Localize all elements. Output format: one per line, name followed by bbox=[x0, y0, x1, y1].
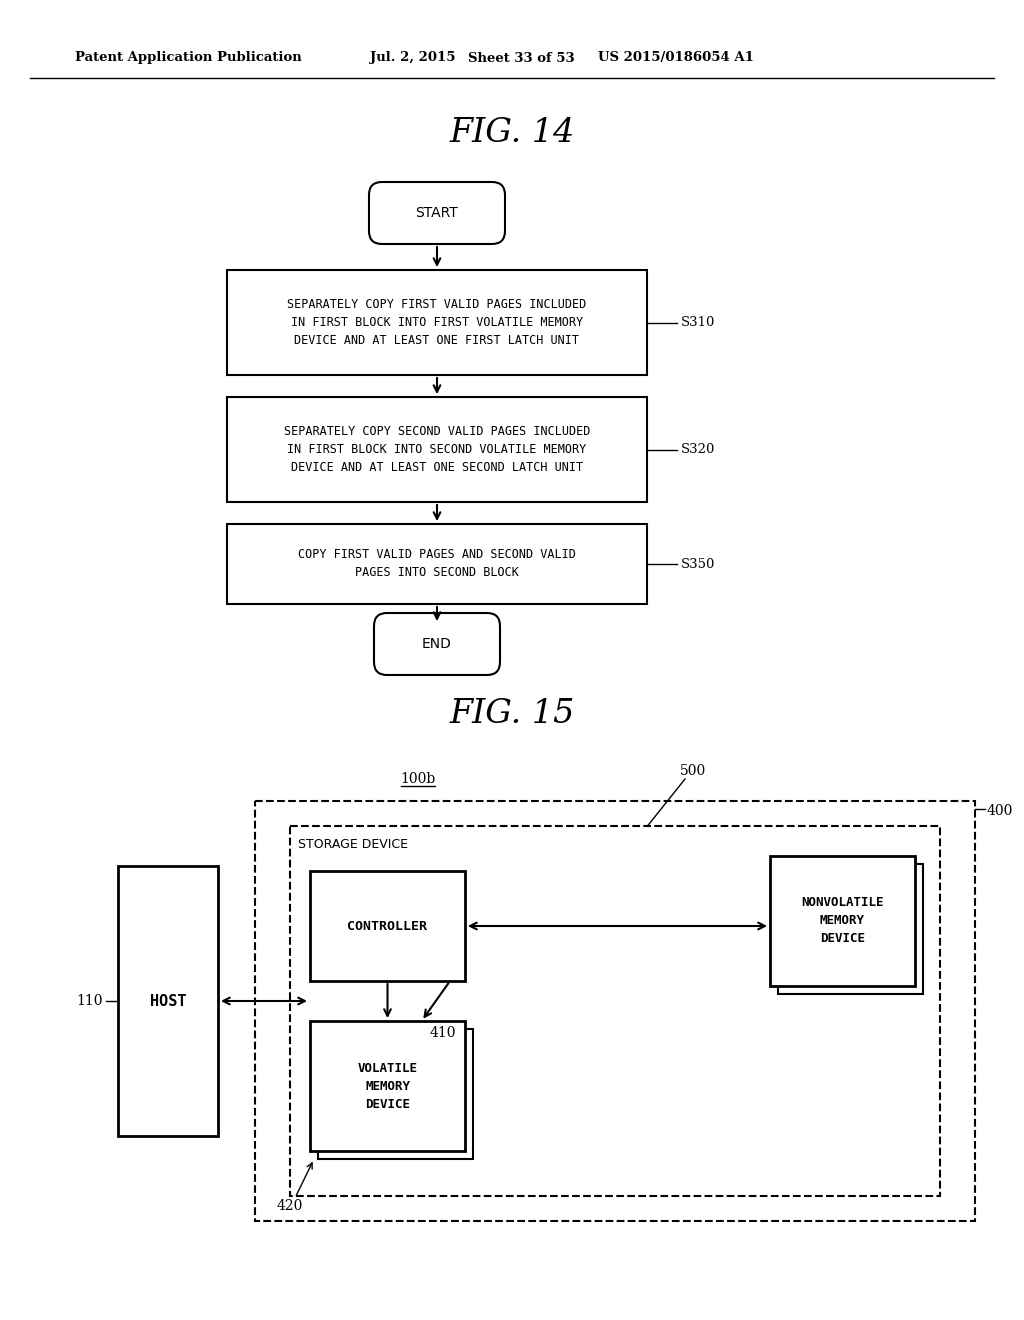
Text: 410: 410 bbox=[430, 1026, 456, 1040]
FancyBboxPatch shape bbox=[369, 182, 505, 244]
Text: 400: 400 bbox=[987, 804, 1014, 818]
Text: SEPARATELY COPY SECOND VALID PAGES INCLUDED
IN FIRST BLOCK INTO SECOND VOLATILE : SEPARATELY COPY SECOND VALID PAGES INCLU… bbox=[284, 425, 590, 474]
Text: S310: S310 bbox=[681, 315, 716, 329]
Bar bbox=[290, 826, 940, 1196]
Bar bbox=[255, 801, 975, 1221]
Bar bbox=[227, 397, 647, 502]
Text: FIG. 15: FIG. 15 bbox=[450, 698, 574, 730]
Text: FIG. 14: FIG. 14 bbox=[450, 117, 574, 149]
Text: HOST: HOST bbox=[150, 994, 186, 1008]
Text: S320: S320 bbox=[681, 444, 716, 455]
Text: START: START bbox=[416, 206, 459, 220]
Text: VOLATILE
MEMORY
DEVICE: VOLATILE MEMORY DEVICE bbox=[357, 1061, 418, 1110]
Text: S350: S350 bbox=[681, 557, 716, 570]
Text: 100b: 100b bbox=[400, 772, 435, 785]
Text: SEPARATELY COPY FIRST VALID PAGES INCLUDED
IN FIRST BLOCK INTO FIRST VOLATILE ME: SEPARATELY COPY FIRST VALID PAGES INCLUD… bbox=[288, 298, 587, 347]
Text: 110: 110 bbox=[77, 994, 103, 1008]
Text: END: END bbox=[422, 638, 452, 651]
Bar bbox=[227, 524, 647, 605]
Text: 420: 420 bbox=[276, 1199, 303, 1213]
Bar bbox=[318, 1030, 473, 1159]
Bar bbox=[778, 865, 923, 994]
Bar bbox=[310, 871, 465, 981]
Text: US 2015/0186054 A1: US 2015/0186054 A1 bbox=[598, 51, 754, 65]
Text: Patent Application Publication: Patent Application Publication bbox=[75, 51, 302, 65]
Text: 500: 500 bbox=[680, 764, 707, 777]
Bar bbox=[118, 866, 218, 1137]
FancyBboxPatch shape bbox=[374, 612, 500, 675]
Text: Jul. 2, 2015: Jul. 2, 2015 bbox=[370, 51, 456, 65]
Text: COPY FIRST VALID PAGES AND SECOND VALID
PAGES INTO SECOND BLOCK: COPY FIRST VALID PAGES AND SECOND VALID … bbox=[298, 549, 575, 579]
Text: NONVOLATILE
MEMORY
DEVICE: NONVOLATILE MEMORY DEVICE bbox=[801, 896, 884, 945]
Bar bbox=[310, 1020, 465, 1151]
Bar bbox=[227, 271, 647, 375]
Bar bbox=[770, 855, 915, 986]
Text: Sheet 33 of 53: Sheet 33 of 53 bbox=[468, 51, 574, 65]
Text: CONTROLLER: CONTROLLER bbox=[347, 920, 427, 932]
Text: STORAGE DEVICE: STORAGE DEVICE bbox=[298, 837, 408, 850]
